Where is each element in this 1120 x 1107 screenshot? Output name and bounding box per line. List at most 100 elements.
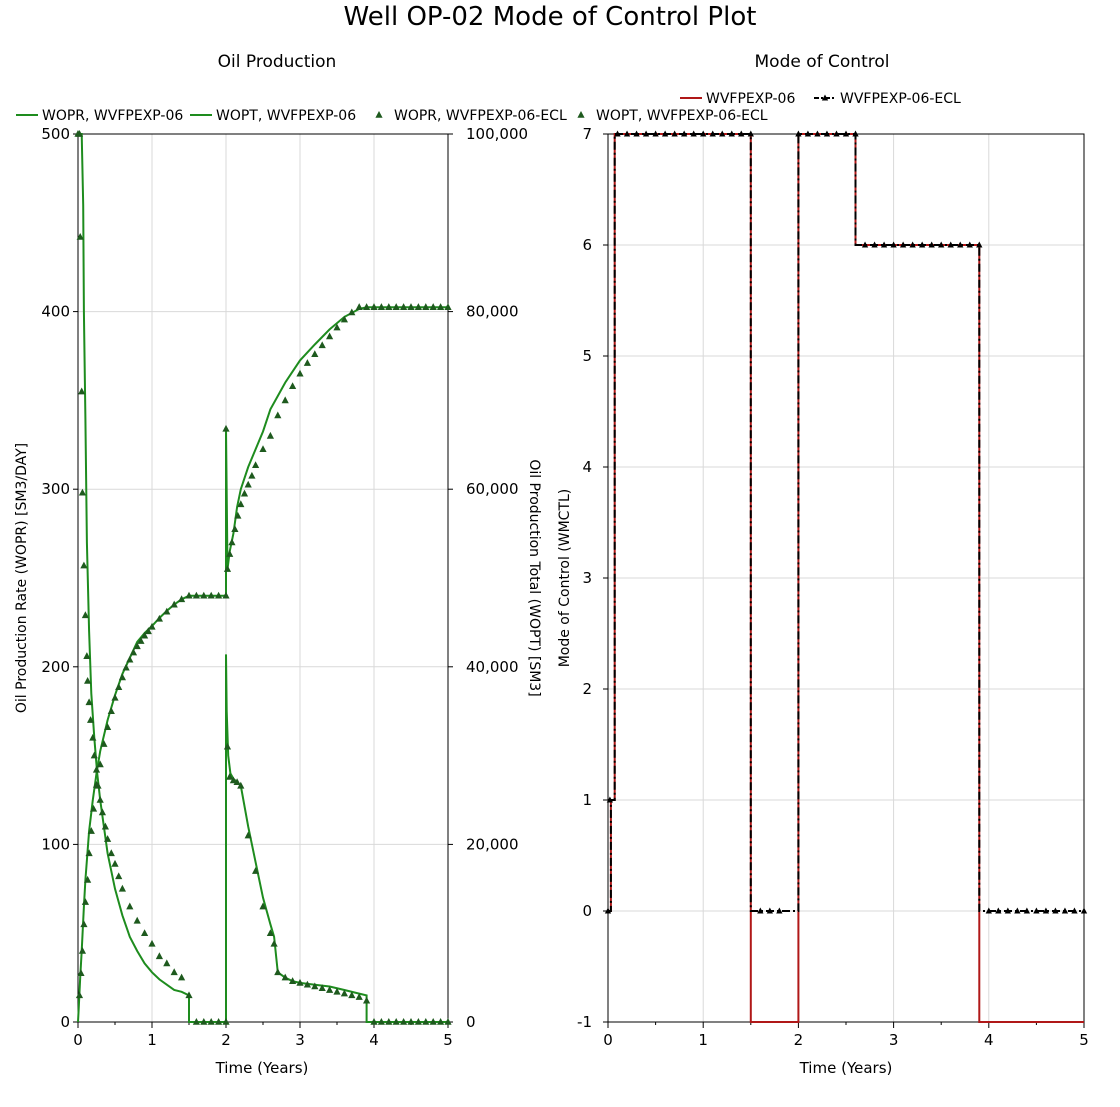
x-tick-label: 0	[73, 1031, 83, 1049]
data-point	[363, 303, 371, 310]
data-point	[392, 303, 400, 310]
data-point	[259, 902, 267, 910]
data-point	[78, 946, 87, 954]
y-tick-label: 2	[582, 680, 592, 698]
data-point	[1014, 907, 1021, 914]
data-point	[252, 867, 260, 874]
series-line	[608, 133, 1084, 912]
y2-tick-label: 80,000	[466, 303, 519, 321]
data-point	[192, 1018, 200, 1025]
data-point	[178, 973, 186, 981]
data-point	[444, 1018, 452, 1025]
data-point	[80, 920, 88, 928]
data-point	[333, 323, 341, 331]
data-point	[75, 991, 84, 999]
data-point	[129, 648, 138, 656]
y-tick-label: 300	[41, 480, 70, 498]
y-tick-label: 4	[582, 458, 592, 476]
data-point	[200, 1018, 208, 1025]
y-tick-label: 3	[582, 569, 592, 587]
series-line	[77, 306, 448, 1023]
data-point	[661, 130, 669, 137]
data-point	[244, 831, 252, 839]
data-point	[96, 796, 104, 803]
data-point	[311, 350, 319, 358]
y-tick-label: -1	[577, 1013, 592, 1031]
data-point	[928, 241, 935, 248]
x-axis: 0 1 2 3 4 5	[603, 1022, 1089, 1049]
data-point	[623, 130, 631, 137]
grid	[607, 133, 1085, 1023]
data-point	[207, 1018, 215, 1025]
data-point	[1004, 907, 1011, 914]
data-point	[719, 130, 726, 137]
data-point	[429, 303, 437, 310]
data-point	[400, 303, 408, 310]
data-point	[1033, 907, 1040, 914]
data-point	[118, 673, 126, 681]
legend-item: WOPT, WVFPEXP-06	[190, 108, 356, 124]
data-point	[75, 130, 84, 137]
grid	[77, 133, 449, 1023]
data-point	[370, 1018, 378, 1025]
data-point	[444, 303, 452, 310]
data-point	[207, 591, 215, 599]
data-point	[747, 130, 754, 137]
data-point	[237, 500, 245, 508]
data-point	[141, 929, 149, 936]
data-point	[1061, 907, 1069, 914]
data-point	[966, 241, 973, 248]
legend-label: WOPR, WVFPEXP-06	[42, 108, 183, 124]
data-point	[223, 565, 232, 572]
data-point	[363, 996, 371, 1004]
oil-production-chart: Oil Production WOPR, WVFPEXP-06 WOPT, WVF…	[14, 52, 768, 1077]
legend-marker	[821, 94, 829, 101]
data-point	[407, 1018, 415, 1025]
data-point	[98, 808, 107, 816]
data-point	[226, 550, 234, 557]
legend-item: WVFPEXP-06	[680, 91, 795, 107]
data-point	[101, 822, 109, 830]
y2-tick-label: 20,000	[466, 835, 519, 853]
data-point	[215, 591, 223, 599]
data-point	[842, 130, 850, 137]
data-point	[957, 241, 964, 248]
data-point	[348, 991, 356, 999]
data-point	[104, 723, 112, 730]
y-axis: 0 100 200 300 400 500	[41, 125, 78, 1031]
data-point	[947, 241, 954, 248]
data-point	[163, 607, 171, 615]
data-point	[133, 916, 141, 924]
y-tick-label: 5	[582, 347, 592, 365]
data-point	[104, 835, 112, 842]
data-point	[200, 591, 208, 599]
data-point	[437, 1018, 445, 1025]
data-point	[274, 968, 282, 976]
data-point	[604, 907, 612, 914]
data-point	[709, 130, 716, 137]
data-point	[303, 359, 311, 366]
legend-label: WOPR, WVFPEXP-06-ECL	[394, 108, 567, 124]
series-4	[75, 303, 452, 999]
data-point	[86, 716, 95, 723]
data-point	[414, 303, 422, 310]
x-tick-label: 5	[1079, 1031, 1089, 1049]
legend: WVFPEXP-06 WVFPEXP-06-ECL	[680, 91, 961, 107]
data-point	[126, 902, 134, 910]
data-point	[84, 677, 92, 684]
data-point	[281, 396, 289, 404]
data-point	[259, 445, 267, 453]
data-point	[738, 130, 745, 137]
data-point	[244, 480, 252, 488]
data-point	[185, 591, 193, 599]
mode-of-control-chart: Mode of Control WVFPEXP-06 WVFPEXP-06-ECL…	[557, 52, 1089, 1077]
chart-title: Mode of Control	[755, 52, 890, 72]
data-point	[229, 776, 237, 784]
data-point	[222, 1018, 230, 1025]
data-point	[976, 241, 983, 248]
data-point	[437, 303, 445, 310]
data-point	[80, 561, 88, 569]
data-point	[311, 982, 319, 990]
legend-swatch	[577, 111, 585, 118]
data-point	[377, 1018, 385, 1025]
